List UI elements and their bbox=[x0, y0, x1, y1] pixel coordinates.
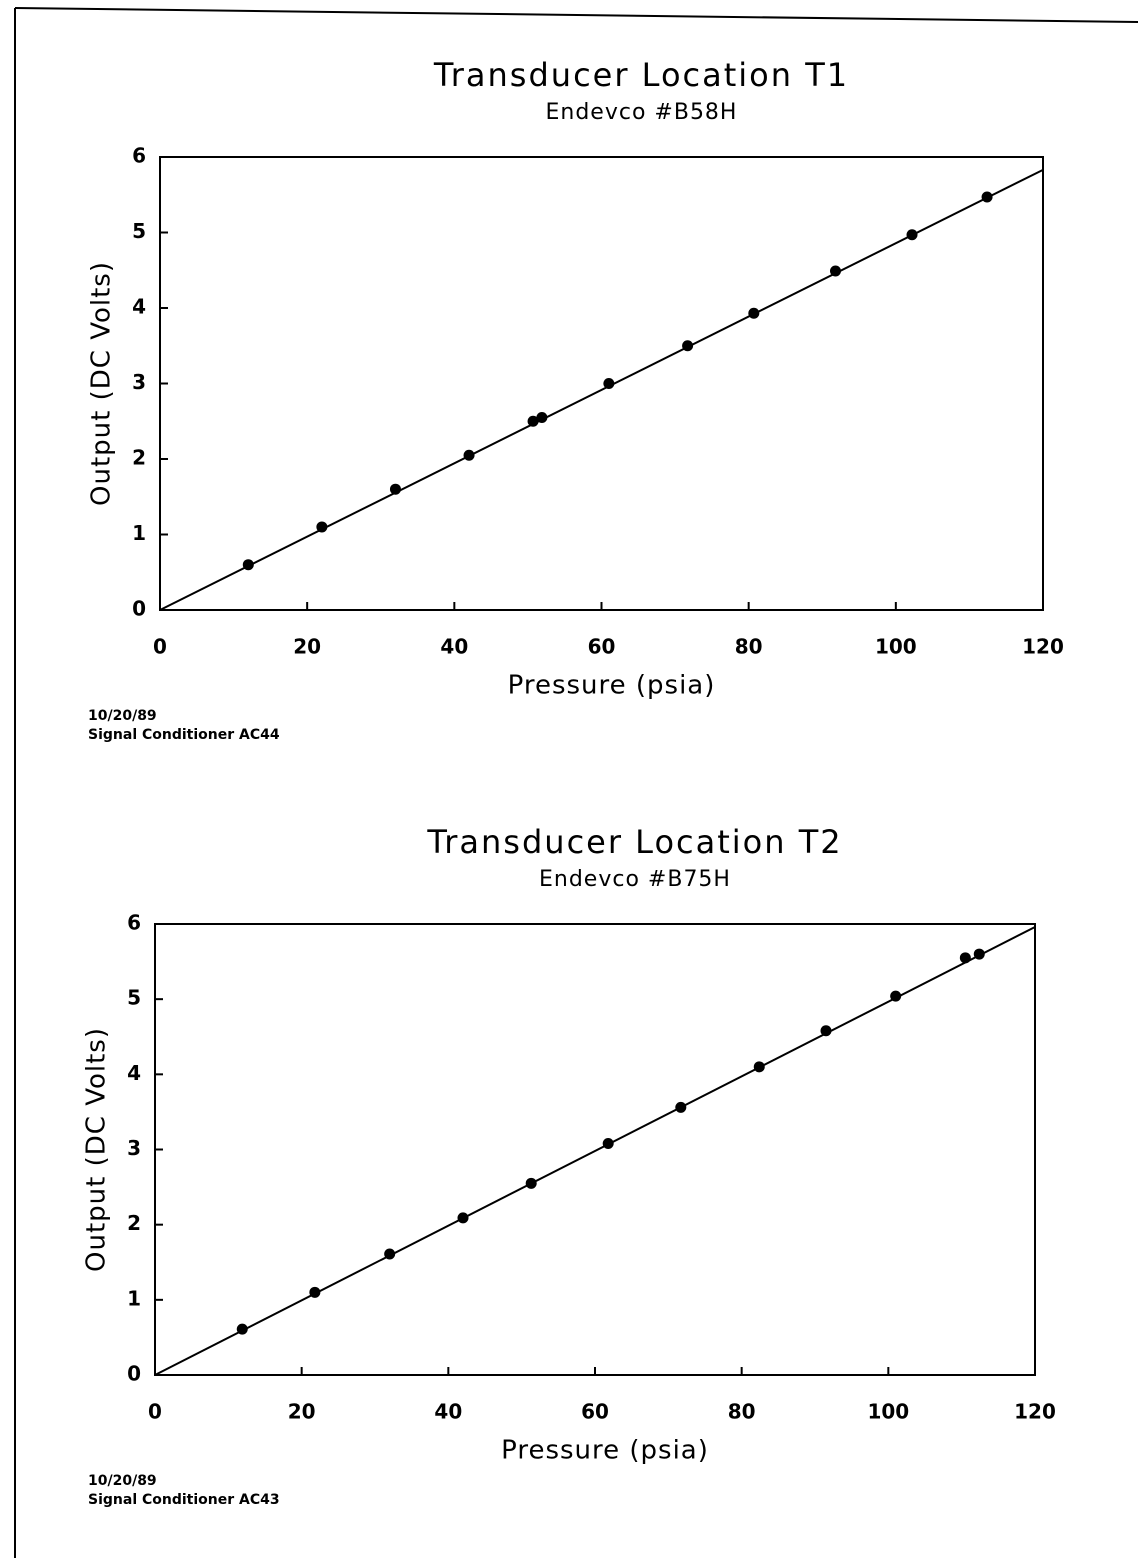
x-tick-label: 20 bbox=[288, 1400, 316, 1424]
footnote: Signal Conditioner AC44 bbox=[88, 727, 280, 743]
data-point bbox=[829, 265, 841, 277]
y-axis-label: Output (DC Volts) bbox=[82, 1027, 112, 1272]
footnote: 10/20/89 bbox=[88, 708, 157, 724]
x-tick-label: 60 bbox=[588, 635, 616, 659]
data-point bbox=[890, 990, 902, 1002]
data-point bbox=[973, 948, 985, 960]
data-point bbox=[981, 191, 993, 203]
y-tick-label: 1 bbox=[127, 1286, 141, 1310]
data-point bbox=[463, 449, 475, 461]
x-tick-label: 100 bbox=[867, 1400, 909, 1424]
x-tick-label: 60 bbox=[581, 1400, 609, 1424]
x-tick-label: 0 bbox=[148, 1400, 162, 1424]
x-tick-label: 20 bbox=[293, 635, 321, 659]
data-point bbox=[316, 521, 328, 533]
data-point bbox=[236, 1323, 248, 1335]
x-tick-label: 120 bbox=[1022, 635, 1064, 659]
footnote: Signal Conditioner AC43 bbox=[88, 1492, 280, 1508]
data-point bbox=[536, 411, 548, 423]
plot-frame bbox=[159, 156, 1044, 611]
x-tick-label: 80 bbox=[735, 635, 763, 659]
x-axis-label: Pressure (psia) bbox=[501, 1436, 709, 1466]
x-tick-label: 120 bbox=[1014, 1400, 1056, 1424]
y-tick-label: 5 bbox=[127, 986, 141, 1010]
data-point bbox=[675, 1101, 687, 1113]
data-point bbox=[906, 229, 918, 241]
x-tick-label: 0 bbox=[153, 635, 167, 659]
data-point bbox=[309, 1286, 321, 1298]
data-point bbox=[959, 952, 971, 964]
chart-subtitle: Endevco #B75H bbox=[539, 867, 731, 892]
fit-line bbox=[159, 168, 1044, 611]
data-point bbox=[753, 1061, 765, 1073]
y-tick-label: 0 bbox=[132, 597, 146, 621]
y-tick-label: 4 bbox=[132, 295, 146, 319]
y-tick-label: 5 bbox=[132, 219, 146, 243]
data-point bbox=[242, 559, 254, 571]
x-tick-label: 100 bbox=[875, 635, 917, 659]
data-point bbox=[748, 307, 760, 319]
y-axis-label: Output (DC Volts) bbox=[87, 261, 117, 506]
data-point bbox=[603, 378, 615, 389]
y-tick-label: 6 bbox=[127, 911, 141, 935]
data-point bbox=[457, 1212, 469, 1224]
data-point bbox=[820, 1025, 832, 1037]
data-point bbox=[525, 1177, 537, 1189]
x-tick-label: 40 bbox=[434, 1400, 462, 1424]
page-border-top bbox=[14, 7, 1138, 23]
fit-line bbox=[154, 926, 1036, 1376]
y-tick-label: 6 bbox=[132, 144, 146, 168]
y-tick-label: 3 bbox=[127, 1136, 141, 1160]
data-point bbox=[389, 483, 401, 495]
data-point bbox=[384, 1248, 396, 1260]
footnote: 10/20/89 bbox=[88, 1473, 157, 1489]
y-tick-label: 4 bbox=[127, 1061, 141, 1085]
y-tick-label: 1 bbox=[132, 521, 146, 545]
y-tick-label: 2 bbox=[127, 1211, 141, 1235]
y-tick-label: 3 bbox=[132, 370, 146, 394]
x-tick-label: 80 bbox=[728, 1400, 756, 1424]
chart-title: Transducer Location T1 bbox=[433, 56, 849, 94]
chart-title: Transducer Location T2 bbox=[426, 823, 842, 861]
y-tick-label: 0 bbox=[127, 1362, 141, 1386]
x-axis-label: Pressure (psia) bbox=[508, 671, 716, 701]
x-tick-label: 40 bbox=[440, 635, 468, 659]
data-point bbox=[682, 340, 694, 352]
y-tick-label: 2 bbox=[132, 446, 146, 470]
data-point bbox=[527, 415, 539, 427]
chart-subtitle: Endevco #B58H bbox=[546, 100, 738, 125]
data-point bbox=[602, 1137, 614, 1149]
